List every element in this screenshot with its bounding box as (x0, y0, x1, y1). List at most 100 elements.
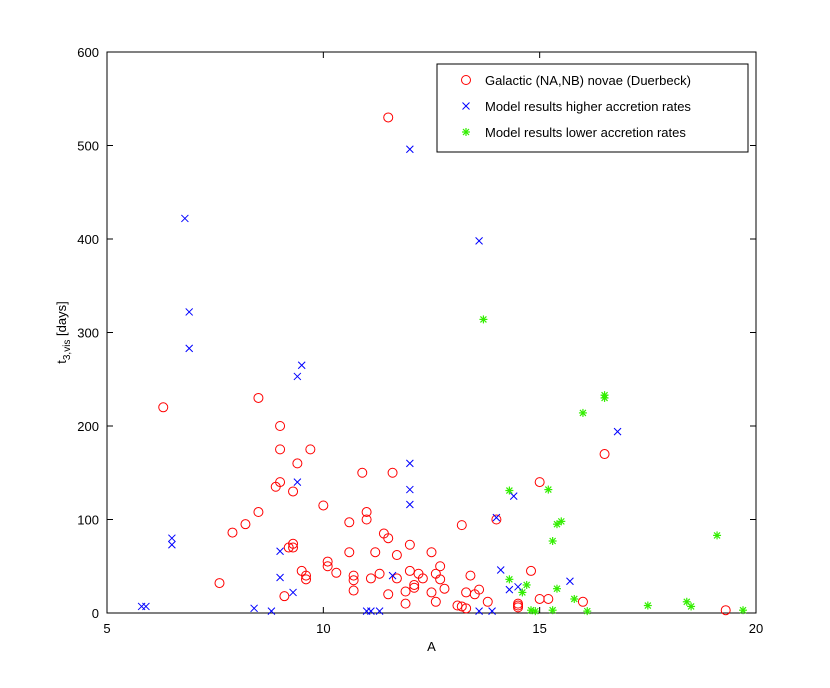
y-tick-label: 100 (77, 513, 99, 528)
galactic-novae-point (465, 570, 476, 581)
galactic-novae-point (456, 601, 467, 612)
x-axis-title: A (427, 639, 436, 654)
galactic-novae-point (383, 112, 394, 123)
galactic-novae-point (534, 477, 545, 488)
higher-accretion-point (475, 607, 483, 615)
lower-accretion-point (643, 601, 652, 610)
galactic-novae-point (435, 574, 446, 585)
galactic-novae-point (435, 561, 446, 572)
galactic-novae-point (365, 573, 376, 584)
legend-entry-galactic-marker (461, 75, 471, 85)
galactic-novae-point (391, 550, 402, 561)
higher-accretion-point (293, 372, 302, 381)
legend-entry-galactic-label: Galactic (NA,NB) novae (Duerbeck) (485, 73, 691, 88)
galactic-novae-point (543, 593, 554, 604)
lower-accretion-point (583, 607, 592, 616)
y-axis-title: t3,vis [days] (54, 301, 73, 363)
higher-accretion-point (505, 585, 514, 594)
galactic-novae-point (370, 547, 381, 558)
higher-accretion-point (185, 344, 194, 353)
higher-accretion-point (566, 577, 574, 586)
galactic-novae-point (391, 573, 402, 584)
y-axis-title-suffix: [days] (54, 301, 69, 339)
galactic-novae-point (383, 589, 394, 600)
legend-entry-lower-marker (462, 128, 470, 136)
galactic-novae-point (474, 584, 485, 595)
galactic-novae-point (599, 449, 610, 460)
galactic-novae-point (158, 402, 169, 413)
galactic-novae-point (357, 467, 368, 478)
higher-accretion-point (142, 602, 150, 611)
galactic-novae-point (404, 539, 415, 550)
galactic-novae-point (387, 467, 398, 478)
higher-accretion-point (388, 571, 397, 580)
galactic-novae-point (452, 600, 463, 611)
higher-accretion-point (267, 607, 276, 615)
lower-accretion-point (505, 486, 514, 495)
galactic-novae-point (214, 578, 225, 589)
galactic-novae-point (513, 600, 524, 611)
galactic-novae-point (482, 596, 493, 607)
galactic-novae-point (348, 585, 359, 596)
y-tick-label: 200 (77, 419, 99, 434)
galactic-novae-point (400, 598, 411, 609)
galactic-novae-point (426, 547, 437, 558)
y-tick-label: 600 (77, 45, 99, 60)
galactic-novae-point (275, 421, 286, 431)
higher-accretion-point (276, 573, 284, 582)
galactic-novae-point (361, 514, 372, 525)
lower-accretion-point (548, 537, 557, 546)
lower-accretion-point (600, 391, 609, 400)
galactic-novae-point (275, 444, 286, 455)
lower-accretion-point (552, 520, 561, 529)
galactic-novae-point (301, 570, 312, 581)
galactic-novae-point (344, 547, 355, 558)
higher-accretion-point (509, 492, 518, 500)
higher-accretion-point (406, 485, 414, 494)
legend: Galactic (NA,NB) novae (Duerbeck) Model r… (436, 63, 749, 153)
y-tick-label: 300 (77, 326, 99, 341)
galactic-novae-point (720, 605, 731, 616)
galactic-novae-point (374, 568, 385, 579)
galactic-novae-point (301, 574, 312, 585)
galactic-novae-point (400, 586, 411, 597)
galactic-novae-point (513, 602, 524, 613)
galactic-novae-point (409, 579, 420, 590)
higher-accretion-point (492, 513, 501, 522)
galactic-novae-point (344, 517, 355, 528)
lower-accretion-point (557, 517, 566, 526)
galactic-novae-point (383, 533, 394, 544)
galactic-novae-point (275, 477, 286, 488)
lower-accretion-point (531, 607, 540, 616)
lower-accretion-point (552, 584, 561, 593)
galactic-novae-point (361, 507, 372, 518)
lower-accretion-point (544, 485, 553, 494)
x-tick-label: 20 (749, 621, 763, 636)
higher-accretion-point (293, 478, 302, 486)
legend-box (436, 63, 749, 153)
lower-accretion-point (522, 580, 531, 589)
higher-accretion-point (168, 540, 176, 549)
galactic-novae-point (426, 587, 437, 598)
galactic-novae-point (253, 392, 264, 403)
galactic-novae-point (322, 556, 333, 567)
higher-accretion-point (250, 604, 258, 613)
data-marks (137, 112, 748, 616)
galactic-novae-point (526, 565, 537, 576)
galactic-novae-point (331, 567, 342, 578)
higher-accretion-point (613, 427, 622, 436)
legend-entry-lower-label: Model results lower accretion rates (485, 125, 686, 140)
galactic-novae-point (461, 603, 472, 614)
higher-accretion-point (297, 361, 306, 370)
higher-accretion-point (367, 607, 375, 615)
galactic-novae-point (348, 575, 359, 586)
higher-accretion-point (406, 459, 414, 468)
lower-accretion-point (570, 594, 579, 603)
galactic-novae-point (288, 486, 299, 497)
galactic-novae-point (240, 519, 251, 530)
lower-accretion-point (479, 315, 488, 324)
galactic-novae-point (577, 596, 588, 607)
galactic-novae-point (253, 507, 264, 518)
lower-accretion-point (713, 531, 722, 540)
